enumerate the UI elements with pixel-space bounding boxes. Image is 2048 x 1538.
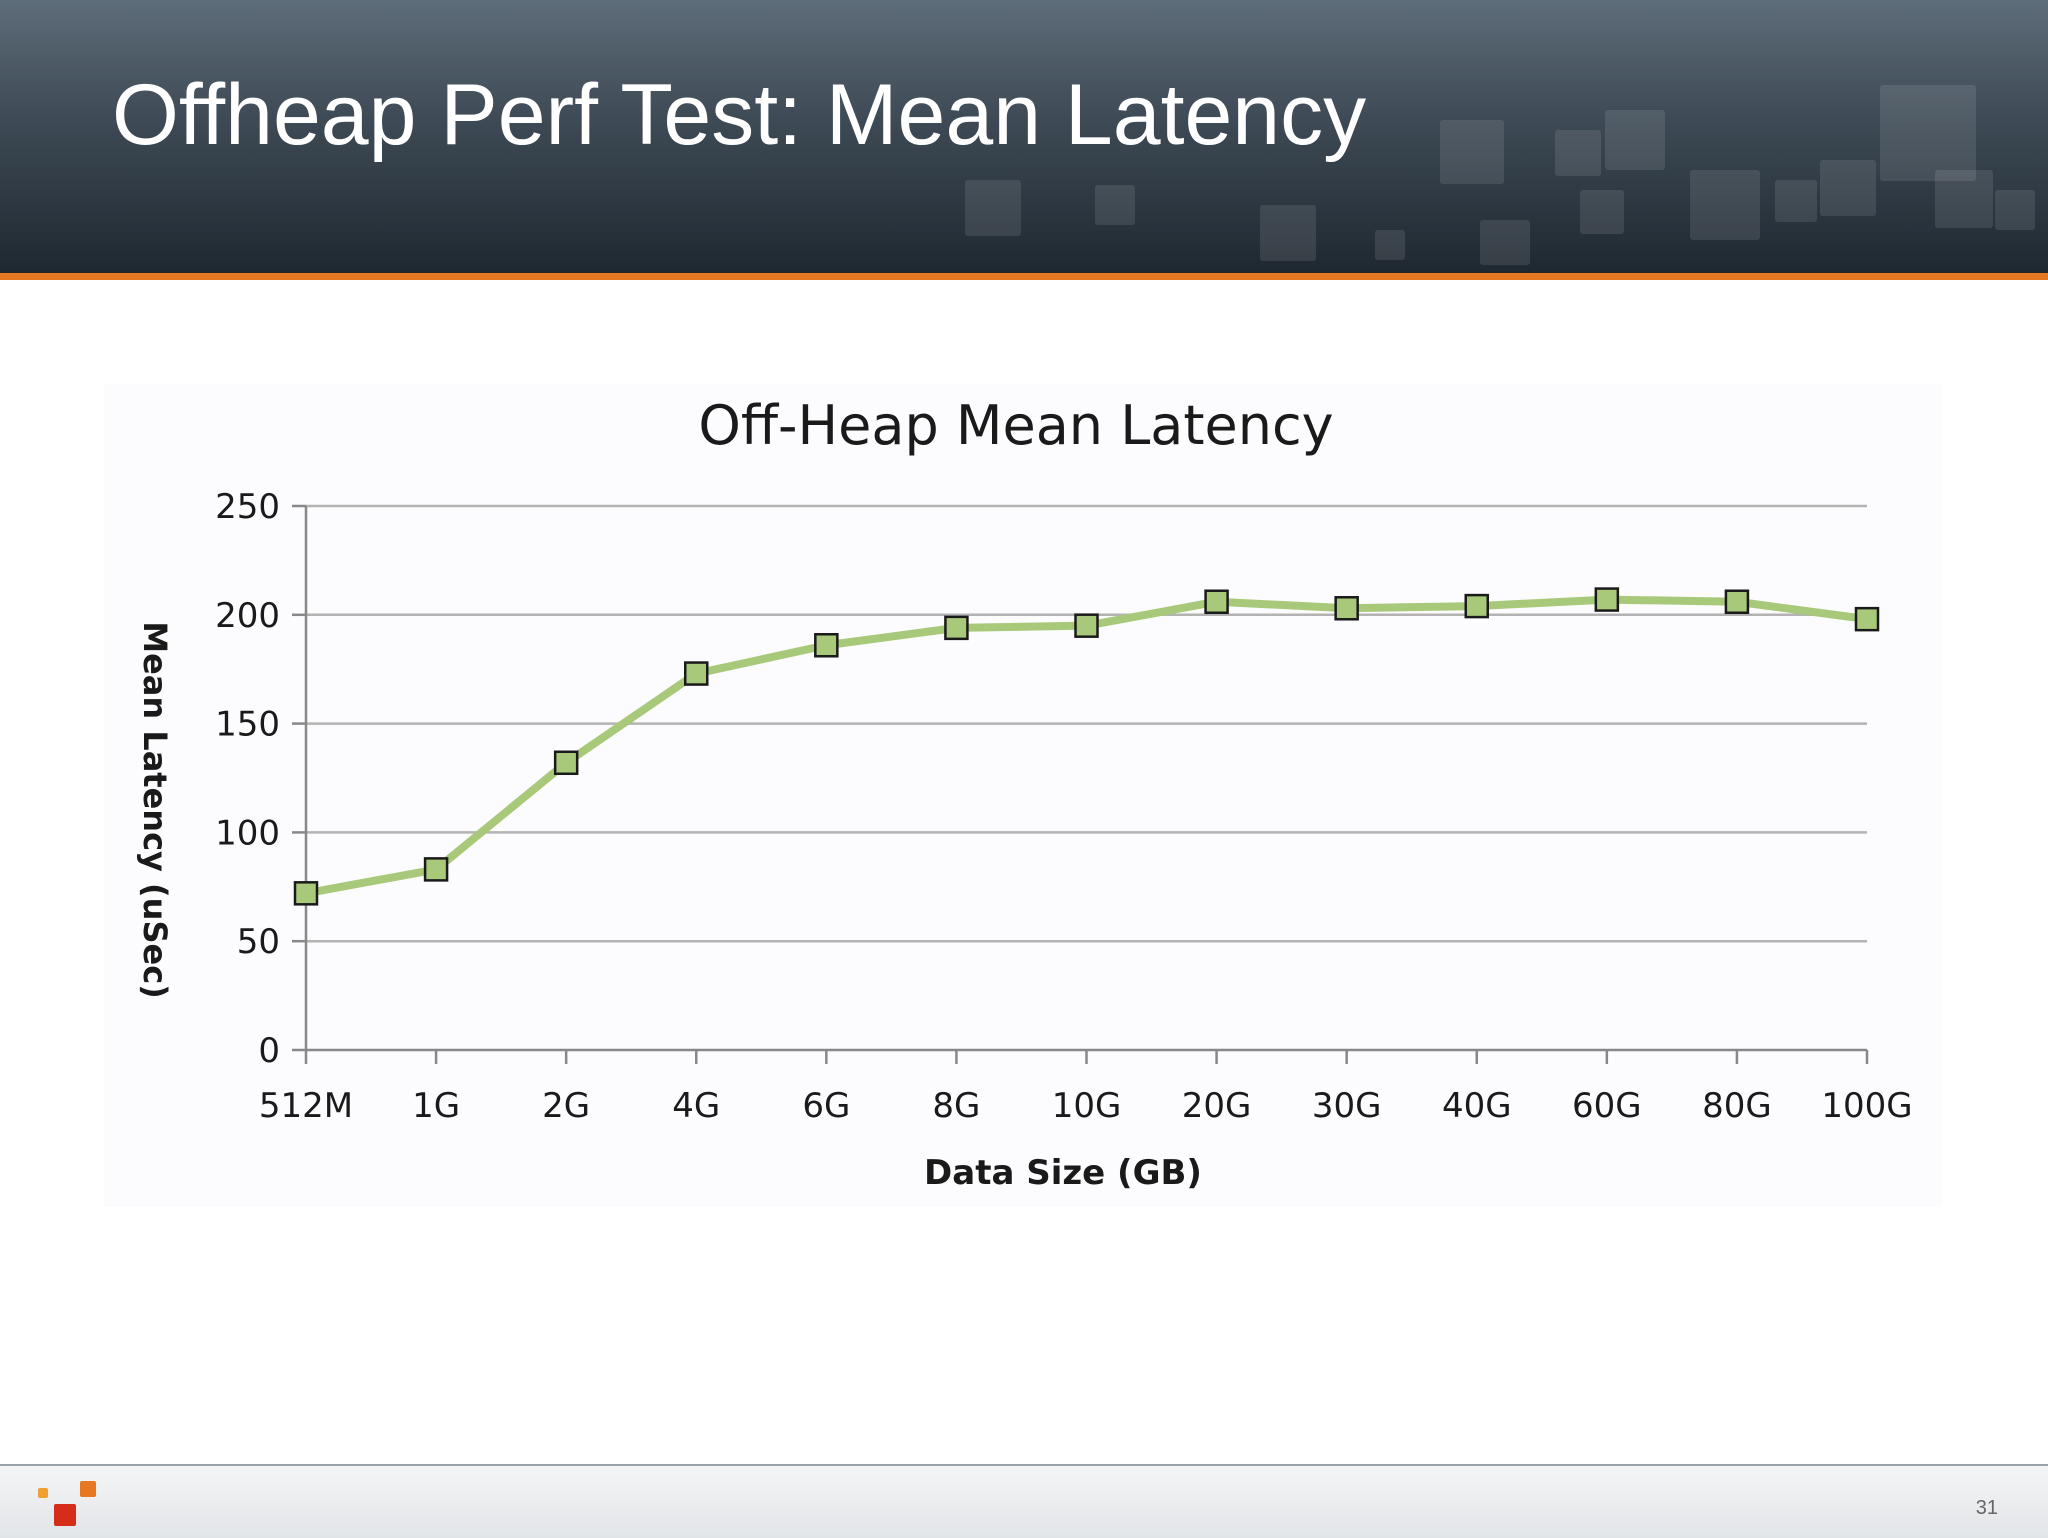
y-tick-label: 200 — [215, 596, 280, 636]
chart-series — [293, 587, 1880, 906]
x-tick-label: 512M — [259, 1086, 353, 1126]
data-point-marker — [1074, 613, 1099, 638]
data-point-marker — [944, 615, 969, 641]
decorative-square — [1690, 170, 1760, 240]
data-point-marker — [1724, 589, 1750, 614]
slide-header: Offheap Perf Test: Mean Latency — [0, 0, 2048, 273]
series-line — [302, 595, 1871, 898]
accent-bar — [0, 273, 2048, 280]
data-point-marker — [1464, 593, 1489, 619]
chart-axes — [292, 504, 1869, 1064]
decorative-square — [1580, 190, 1624, 234]
chart-title: Off-Heap Mean Latency — [698, 394, 1333, 457]
decorative-square — [1935, 170, 1993, 228]
page-number: 31 — [1975, 1497, 1998, 1519]
logo-square-small — [38, 1488, 48, 1498]
x-tick-label: 2G — [542, 1086, 590, 1126]
y-tick-label: 0 — [258, 1031, 280, 1071]
decorative-square — [1095, 185, 1135, 225]
y-tick-label: 50 — [237, 922, 280, 962]
data-point-marker — [1204, 589, 1229, 614]
chart-labels: 0 50 100 150 200 250 512M 1G 2G 4G 6G 8G 10G 20G 30G 40… — [215, 487, 1913, 1126]
data-point-marker — [1334, 596, 1359, 621]
slide-title: Offheap Perf Test: Mean Latency — [112, 67, 1367, 163]
data-point-marker — [1594, 587, 1620, 612]
x-tick-label: 1G — [412, 1086, 460, 1126]
logo-square-orange — [80, 1481, 96, 1497]
decorative-square — [1480, 220, 1530, 265]
decorative-square — [1555, 130, 1601, 176]
x-tick-label: 30G — [1312, 1086, 1382, 1126]
decorative-square — [1880, 85, 1976, 181]
x-tick-label: 60G — [1572, 1086, 1642, 1126]
y-tick-label: 150 — [215, 705, 280, 745]
data-point-marker — [553, 750, 579, 776]
decorative-square — [1775, 180, 1817, 222]
decorative-square — [965, 180, 1021, 236]
decorative-square — [1260, 205, 1316, 261]
x-axis-title: Data Size (GB) — [924, 1153, 1202, 1193]
decorative-square — [1995, 190, 2035, 230]
y-tick-label: 100 — [215, 813, 280, 853]
company-logo — [36, 1480, 100, 1528]
x-tick-label: 4G — [672, 1086, 720, 1126]
logo-square-red — [54, 1504, 76, 1526]
slide-footer — [0, 1464, 2048, 1538]
data-point-marker — [1854, 606, 1880, 632]
decorative-square — [1375, 230, 1405, 260]
data-point-marker — [684, 661, 709, 686]
y-axis-title: Mean Latency (uSec) — [136, 621, 174, 999]
decorative-square — [1440, 120, 1504, 184]
x-tick-label: 20G — [1182, 1086, 1252, 1126]
data-point-marker — [814, 633, 839, 658]
x-tick-label: 8G — [932, 1086, 980, 1126]
decorative-square — [1820, 160, 1876, 216]
data-point-marker — [423, 857, 449, 882]
decorative-square — [1605, 110, 1665, 170]
x-tick-label: 10G — [1052, 1086, 1122, 1126]
x-tick-label: 6G — [802, 1086, 850, 1126]
x-tick-label: 100G — [1821, 1086, 1912, 1126]
x-tick-label: 40G — [1442, 1086, 1512, 1126]
chart-gridlines — [306, 504, 1867, 943]
chart-panel — [104, 384, 1942, 1207]
y-tick-label: 250 — [215, 487, 280, 527]
x-tick-label: 80G — [1702, 1086, 1772, 1126]
data-point-marker — [293, 881, 319, 906]
